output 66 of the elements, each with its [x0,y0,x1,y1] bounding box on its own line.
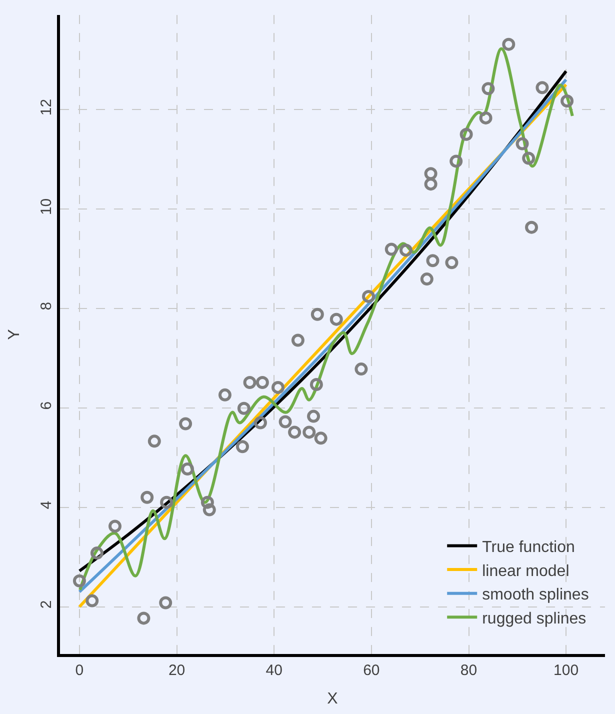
point [460,128,473,141]
point [450,154,463,168]
point [310,308,324,321]
point [302,426,316,439]
point [90,546,104,560]
point [307,410,320,423]
y-tick-label: 8 [38,302,55,310]
point [86,594,99,608]
point [424,178,438,191]
y-tick-label: 2 [38,600,55,609]
y-axis-title: Y [6,328,23,340]
legend-label: rugged splines [482,610,586,628]
legend-label: linear model [482,562,570,580]
point [399,244,412,257]
x-tick-label: 80 [460,662,478,679]
point [140,490,154,504]
point [202,503,216,516]
point [272,380,284,394]
legend-label: True function [482,538,575,556]
point [516,137,529,150]
point [291,334,304,347]
point [445,256,458,270]
point [218,388,232,402]
y-tick-label: 4 [38,500,55,510]
y-tick-label: 12 [38,98,55,116]
point [424,167,438,180]
point [384,242,398,256]
y-tick-label: 6 [38,401,55,410]
point [426,254,440,268]
point [160,496,174,509]
point [254,416,267,430]
x-tick-label: 40 [266,662,282,679]
point [482,82,495,96]
x-tick-label: 60 [363,662,380,679]
point [137,612,150,625]
point [420,272,434,286]
point [180,462,194,476]
point [72,574,86,588]
point [159,596,172,610]
point [278,415,292,428]
point [148,434,161,448]
y-tick-label: 10 [38,198,55,216]
point [108,520,122,533]
x-tick-label: 0 [75,662,84,679]
x-tick-label: 20 [168,662,186,679]
point [362,290,376,303]
point [525,220,538,234]
legend-label: smooth splines [482,586,589,604]
point [179,417,192,430]
point [354,362,368,376]
point [560,94,574,108]
point [522,152,536,165]
point [236,440,249,454]
point [536,81,549,94]
point [256,376,269,389]
x-tick-label: 100 [554,662,579,679]
x-axis-title: X [327,690,338,708]
point [314,432,328,445]
point [502,38,516,51]
point [330,312,343,326]
point [310,378,323,391]
point [243,376,256,389]
point [288,426,302,439]
point [237,402,250,415]
point [479,111,492,124]
point [200,496,214,509]
